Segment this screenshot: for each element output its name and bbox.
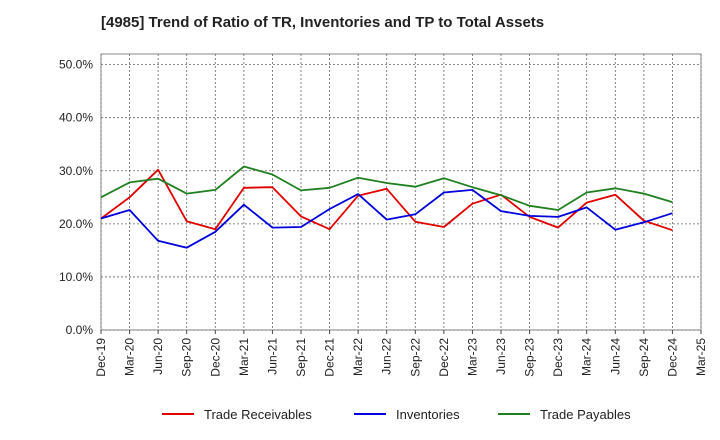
series-line-inventories [100,188,673,249]
x-tick-label: Jun-20 [151,338,165,375]
plot-border [100,53,702,331]
series-layer [100,165,673,249]
x-tick-label: Dec-21 [323,338,337,377]
x-tick-label: Mar-23 [465,338,479,376]
x-tick-label: Jun-22 [380,338,394,375]
y-tick-label: 20.0% [59,217,93,231]
y-tick-label: 0.0% [66,323,94,337]
x-tick-label: Mar-21 [237,338,251,376]
y-tick-label: 40.0% [59,111,93,125]
legend: Trade Receivables Inventories Trade Payabl… [162,407,631,422]
x-tick-label: Mar-24 [580,338,594,376]
x-tick-label: Sep-24 [637,338,651,377]
x-tick-label: Sep-22 [408,338,422,377]
y-tick-label: 10.0% [59,270,93,284]
x-tick-label: Mar-22 [351,338,365,376]
y-tick-label: 30.0% [59,164,93,178]
chart-title: [4985] Trend of Ratio of TR, Inventories… [101,14,545,31]
x-tick-label: Sep-21 [294,338,308,377]
x-tick-label: Dec-23 [551,338,565,377]
x-tick-label: Mar-20 [123,338,137,376]
x-tick-label: Dec-22 [437,338,451,377]
y-tick-label: 50.0% [59,58,93,72]
series-line-trade-payables [100,165,673,211]
x-tick-label: Jun-23 [494,338,508,375]
legend-label: Trade Receivables [204,407,312,422]
legend-label: Trade Payables [540,407,631,422]
legend-label: Inventories [396,407,460,422]
x-tick-label: Sep-20 [180,338,194,377]
grid-layer [100,53,702,331]
x-tick-label: Mar-25 [694,338,708,376]
x-tick-label: Jun-24 [608,338,622,375]
x-tick-label: Dec-19 [94,338,108,377]
x-tick-label: Dec-20 [208,338,222,377]
x-tick-label: Dec-24 [665,338,679,377]
x-tick-label: Sep-23 [523,338,537,377]
axis-layer: 0.0% 10.0% 20.0% 30.0% 40.0% 50.0% Dec-19 Mar-2… [59,58,708,377]
x-tick-label: Jun-21 [265,338,279,375]
